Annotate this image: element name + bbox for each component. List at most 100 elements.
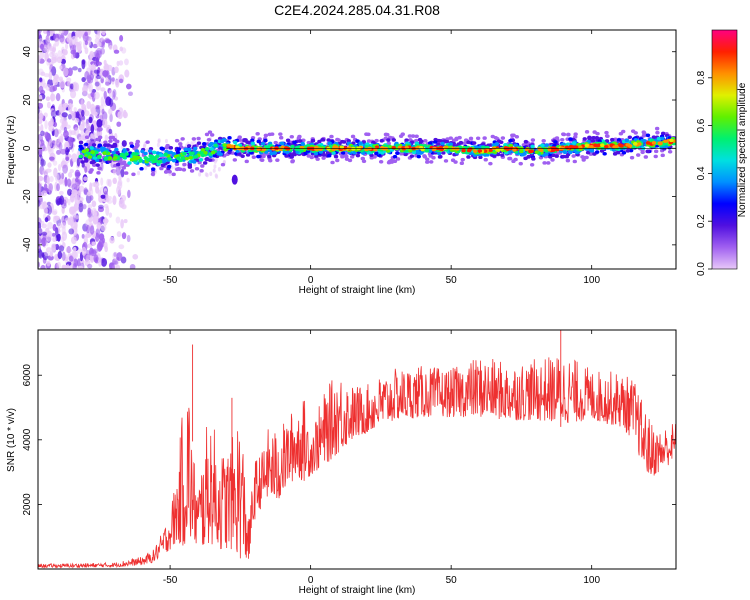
noise-cell (49, 64, 54, 73)
ridge-cell (190, 159, 195, 163)
ridge-cell (589, 148, 594, 153)
noise-cell (97, 189, 102, 198)
noise-cell (68, 255, 74, 262)
ridge-cell (153, 159, 159, 163)
colorbar: 0.0 0.2 0.4 0.6 0.8 Normalized spectral ampl… (696, 29, 748, 276)
ridge-cell (361, 159, 367, 164)
ridge-cell (298, 139, 303, 143)
ridge-cell (299, 145, 304, 150)
ridge-cell (382, 146, 387, 151)
ridge-cell (344, 154, 349, 159)
ridge-cell (91, 143, 97, 147)
noise-cell (213, 164, 217, 169)
ridge-cell (175, 150, 181, 155)
ridge-cell (391, 138, 396, 142)
ridge-cell (492, 154, 497, 158)
noise-cell (91, 207, 97, 215)
ridge-cell (194, 166, 200, 171)
ridge-cell (482, 136, 487, 140)
ridge-cell (560, 137, 565, 142)
ridge-cell (423, 139, 428, 143)
noise-cell (76, 43, 82, 53)
ridge-cell (296, 136, 302, 141)
noise-cell (81, 76, 86, 83)
snr-y-tick-label: 2000 (22, 493, 33, 516)
ridge-cell (119, 152, 125, 157)
ridge-cell (511, 159, 516, 163)
snr-line (38, 357, 676, 569)
ridge-cell (111, 150, 116, 155)
ridge-cell (121, 166, 127, 170)
ridge-cell (488, 148, 493, 152)
noise-cell (49, 156, 55, 161)
noise-cell (77, 265, 84, 269)
ridge-cell (654, 126, 660, 131)
ridge-cell (168, 146, 174, 150)
ridge-cell (103, 140, 108, 145)
ridge-cell (347, 158, 353, 163)
ridge-cell (326, 146, 331, 151)
noise-cell (51, 54, 58, 61)
noise-cell (87, 93, 91, 99)
ridge-cell (333, 154, 339, 159)
ridge-cell (478, 155, 483, 160)
ridge-cell (143, 151, 148, 156)
noise-cell (38, 54, 41, 64)
noise-cell (52, 215, 57, 224)
ridge-cell (204, 147, 210, 151)
ridge-cell (108, 139, 113, 143)
ridge-cell (91, 160, 96, 164)
ridge-cell (651, 135, 657, 140)
ridge-cell (202, 161, 208, 165)
ridge-cell (578, 145, 583, 149)
spectrogram-y-tick-label: -20 (22, 189, 33, 204)
ridge-cell (256, 147, 261, 151)
noise-cell (59, 79, 66, 89)
noise-cell (103, 64, 109, 70)
ridge-cell (135, 143, 140, 148)
ridge-cell (166, 164, 172, 169)
ridge-cell (135, 139, 140, 144)
ridge-cell (164, 145, 169, 150)
noise-cell (56, 198, 63, 205)
ridge-cell (450, 158, 456, 163)
ridge-cell (207, 143, 213, 148)
noise-cell (104, 39, 111, 44)
noise-cell (55, 243, 60, 251)
ridge-cell (223, 147, 228, 152)
noise-cell (56, 261, 61, 269)
ridge-cell (355, 139, 360, 143)
noise-cell (78, 202, 84, 213)
ridge-cell (544, 143, 549, 147)
noise-cell (112, 169, 117, 175)
ridge-cell (445, 137, 450, 141)
ridge-cell (285, 138, 291, 143)
ridge-cell (92, 156, 98, 160)
ridge-cell (284, 146, 289, 150)
ridge-cell (350, 134, 356, 139)
ridge-cell (97, 143, 103, 148)
noise-cell (119, 34, 124, 42)
ridge-cell (163, 152, 168, 157)
ridge-cell (183, 147, 188, 152)
ridge-cell (275, 158, 280, 162)
ridge-cell (477, 149, 483, 153)
noise-cell (93, 254, 99, 263)
spectrogram-x-axis-label: Height of straight line (km) (299, 285, 416, 296)
ridge-cell (518, 161, 523, 166)
ridge-cell (207, 130, 213, 134)
noise-cell (51, 210, 58, 215)
ridge-cell (591, 135, 596, 140)
ridge-cell (243, 146, 249, 151)
noise-cell (46, 234, 52, 242)
colorbar-ticks: 0.0 0.2 0.4 0.6 0.8 (696, 70, 712, 276)
ridge-cell (660, 131, 666, 136)
noise-cell (100, 47, 105, 55)
noise-cell (60, 236, 65, 243)
noise-cell (212, 168, 216, 173)
ridge-cell (582, 137, 587, 141)
snr-panel: -50 0 50 100 2000 4000 6000 Height of straigh… (6, 329, 677, 596)
noise-cell (116, 231, 122, 238)
ridge-cell (198, 157, 204, 162)
noise-cell (62, 164, 69, 174)
